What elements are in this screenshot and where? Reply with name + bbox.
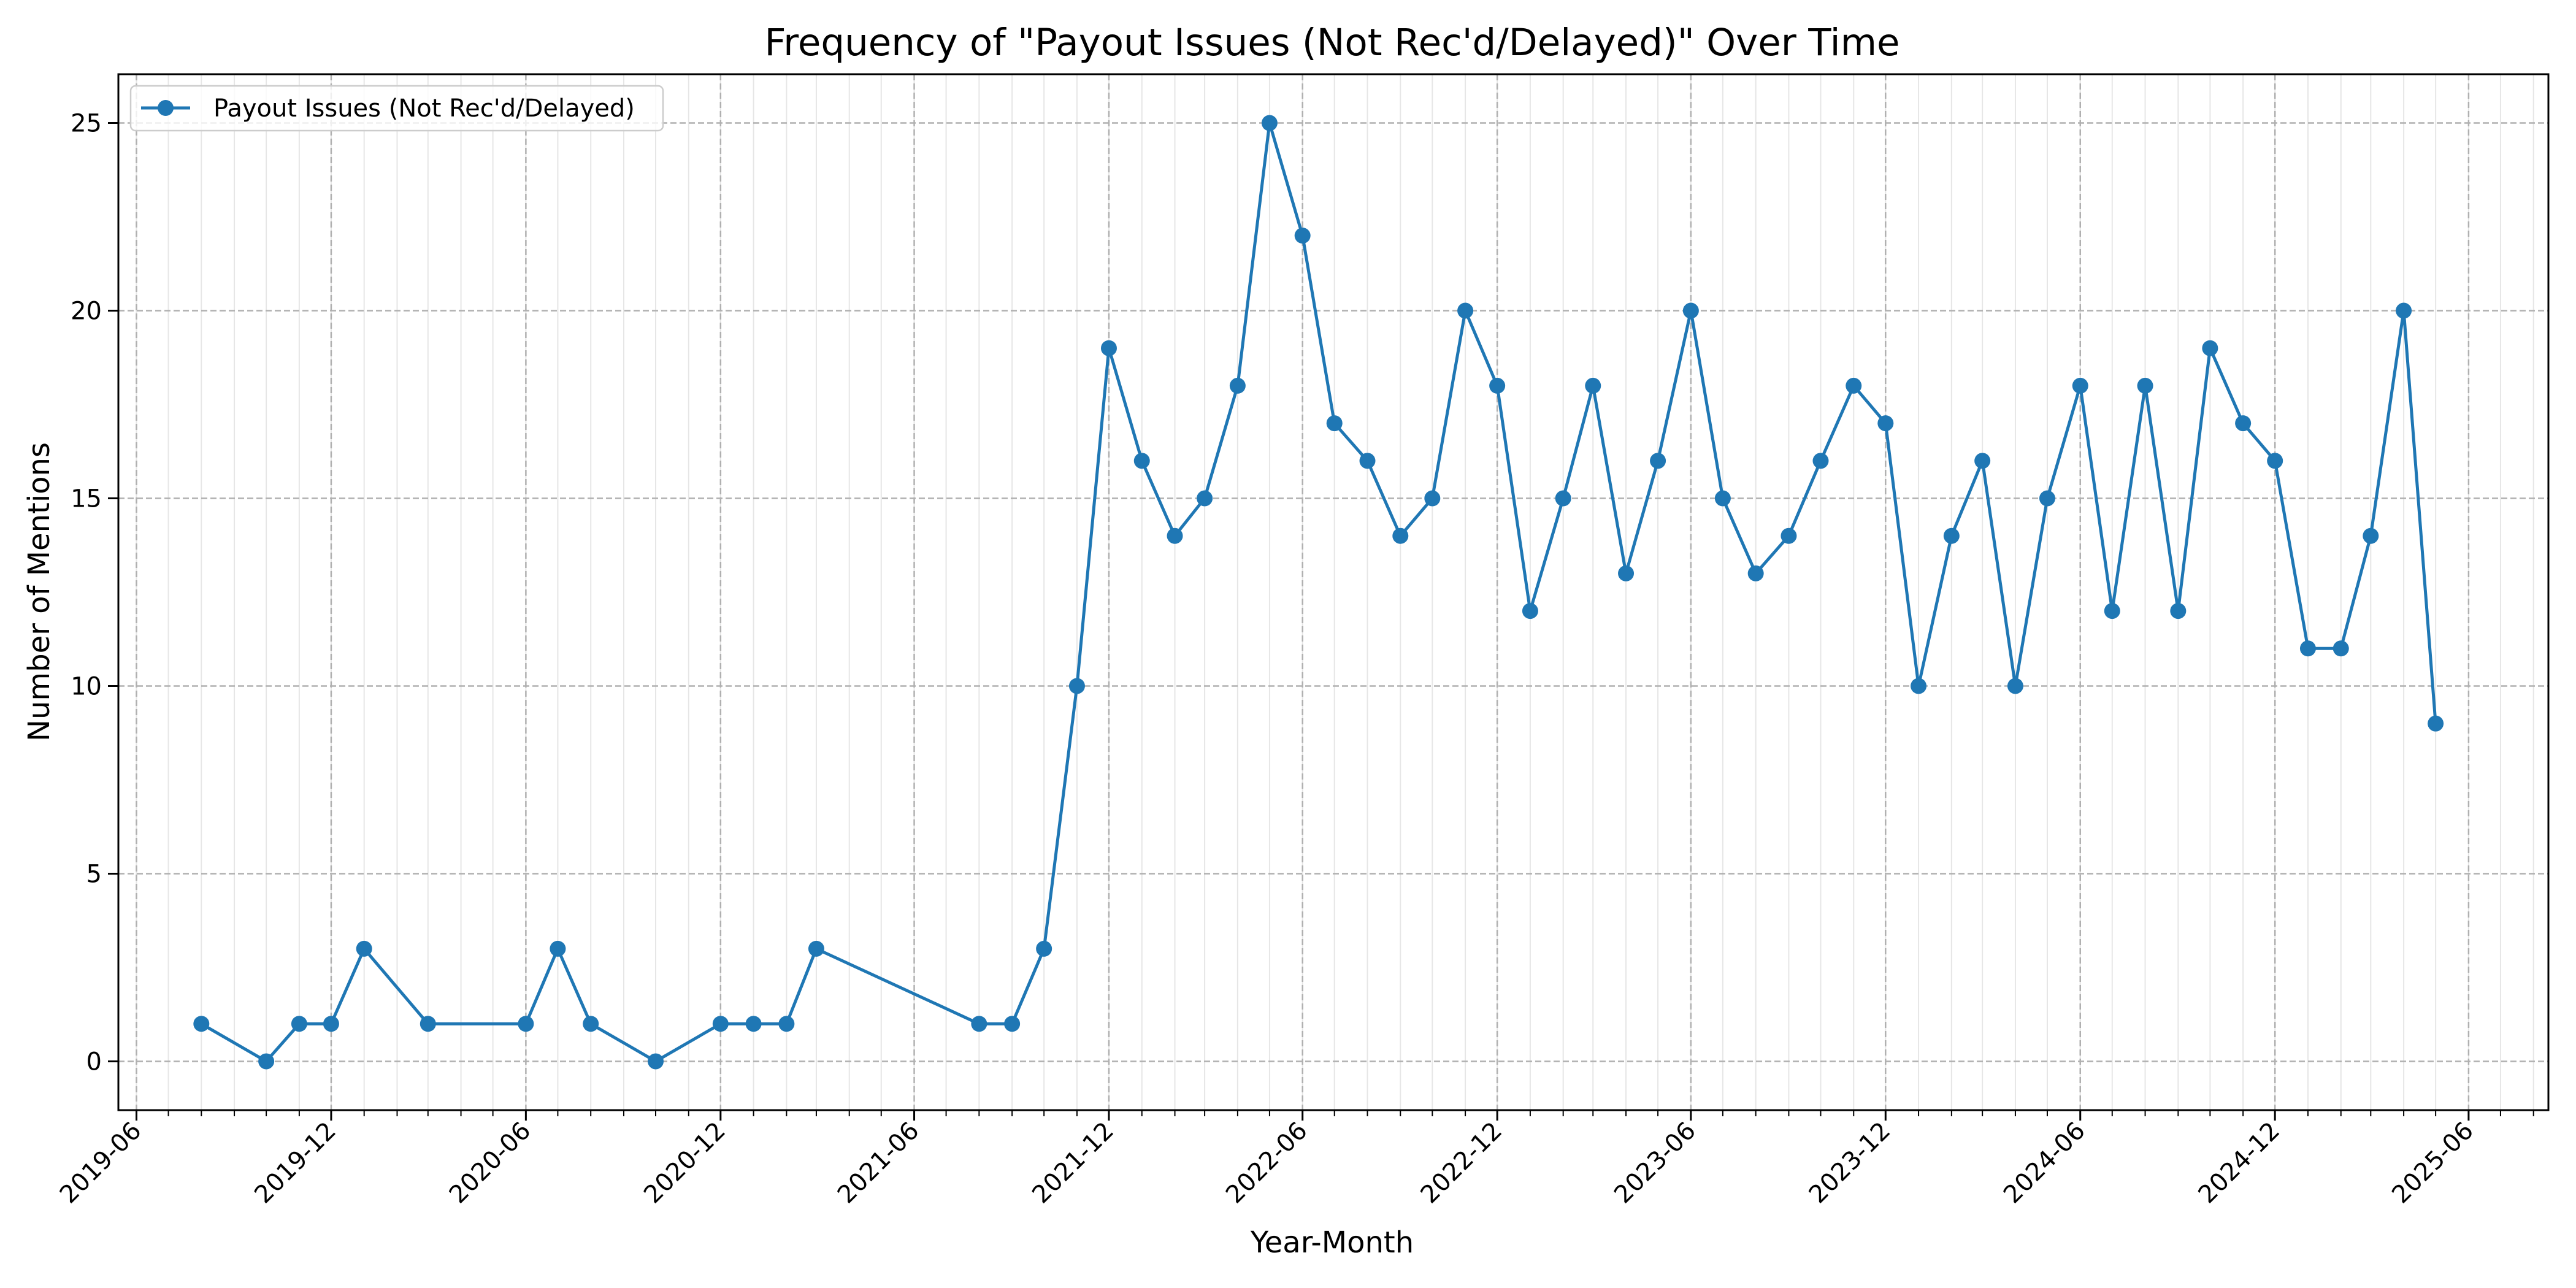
y-tick-label: 25 [71, 110, 102, 138]
data-point [1392, 527, 1409, 544]
data-point [1650, 453, 1666, 469]
data-point [1781, 527, 1797, 544]
data-point [971, 1016, 987, 1032]
data-point [1457, 302, 1474, 319]
data-point [2267, 453, 2283, 469]
data-point [2072, 377, 2088, 394]
chart-title: Frequency of "Payout Issues (Not Rec'd/D… [764, 21, 1899, 64]
data-point [518, 1016, 534, 1032]
data-point [583, 1016, 599, 1032]
data-point [1555, 490, 1571, 507]
data-point [193, 1016, 210, 1032]
data-point [2428, 715, 2444, 732]
data-point [1100, 340, 1117, 356]
x-tick-label: 2023-06 [1609, 1117, 1701, 1209]
data-point [420, 1016, 436, 1032]
data-point [1522, 603, 1538, 619]
data-point [648, 1053, 664, 1070]
data-point [1359, 453, 1376, 469]
data-point [1036, 940, 1052, 957]
x-tick-label: 2020-06 [444, 1117, 537, 1209]
data-point [808, 940, 824, 957]
x-tick-label: 2025-06 [2386, 1117, 2479, 1209]
y-tick-label: 20 [71, 297, 102, 326]
data-point [291, 1016, 307, 1032]
y-tick-label: 10 [71, 672, 102, 700]
data-point [1133, 453, 1150, 469]
data-point [1004, 1016, 1021, 1032]
data-point [1747, 565, 1764, 581]
data-point [1846, 377, 1862, 394]
data-point [2363, 527, 2379, 544]
x-axis-label: Year-Month [1250, 1225, 1414, 1260]
legend-box [129, 85, 664, 132]
data-point [2170, 603, 2187, 619]
series-line [201, 121, 2437, 1063]
series-layer [193, 115, 2444, 1070]
x-tick-label: 2022-06 [1221, 1117, 1313, 1209]
data-point [1943, 527, 1960, 544]
x-tick-label: 2019-06 [55, 1117, 147, 1209]
axes: 2019-06 2019-12 2020-06 2020-12 2021-06 2021-… [55, 110, 2534, 1209]
data-point [258, 1053, 275, 1070]
data-point [1585, 377, 1601, 394]
data-point [1229, 377, 1246, 394]
data-point [1068, 678, 1085, 694]
data-point [1682, 302, 1699, 319]
data-point [1714, 490, 1731, 507]
data-point [2235, 415, 2252, 432]
data-point [712, 1016, 729, 1032]
data-point [356, 940, 372, 957]
legend: Payout Issues (Not Rec'd/Delayed) [129, 85, 664, 132]
major-grid [118, 74, 2548, 1110]
data-point [1812, 453, 1829, 469]
data-point [2299, 640, 2316, 657]
y-tick-label: 5 [86, 860, 102, 888]
x-tick-label: 2021-12 [1027, 1117, 1119, 1209]
y-tick-label: 15 [71, 485, 102, 513]
data-point [2137, 377, 2153, 394]
data-point [1974, 453, 1991, 469]
data-point [2396, 302, 2412, 319]
data-point [1294, 228, 1311, 244]
legend-marker [158, 100, 174, 116]
x-tick-label: 2024-06 [1998, 1117, 2091, 1209]
x-tick-label: 2019-12 [249, 1117, 342, 1209]
data-point [2039, 490, 2055, 507]
x-tick-label: 2024-12 [2193, 1117, 2286, 1209]
x-tick-label: 2021-06 [832, 1117, 925, 1209]
x-tick-label: 2022-12 [1415, 1117, 1508, 1209]
data-point [1877, 415, 1894, 432]
x-tick-label: 2020-12 [638, 1117, 731, 1209]
legend-label: Payout Issues (Not Rec'd/Delayed) [213, 94, 635, 123]
data-point [1489, 377, 1506, 394]
data-point [1197, 490, 1213, 507]
data-point [2104, 603, 2120, 619]
data-point [1167, 527, 1183, 544]
data-point [1618, 565, 1635, 581]
data-point [1424, 490, 1441, 507]
data-point [2007, 678, 2023, 694]
data-point [2333, 640, 2349, 657]
data-point [550, 940, 566, 957]
data-point [323, 1016, 339, 1032]
x-tick-label: 2023-12 [1804, 1117, 1896, 1209]
y-tick-label: 0 [86, 1048, 102, 1076]
data-point [1326, 415, 1343, 432]
data-point [2202, 340, 2218, 356]
y-axis-label: Number of Mentions [22, 442, 56, 742]
data-point [745, 1016, 762, 1032]
data-point [1911, 678, 1927, 694]
data-point [778, 1016, 795, 1032]
plot-frame [117, 73, 2550, 1111]
data-point [1261, 115, 1278, 131]
